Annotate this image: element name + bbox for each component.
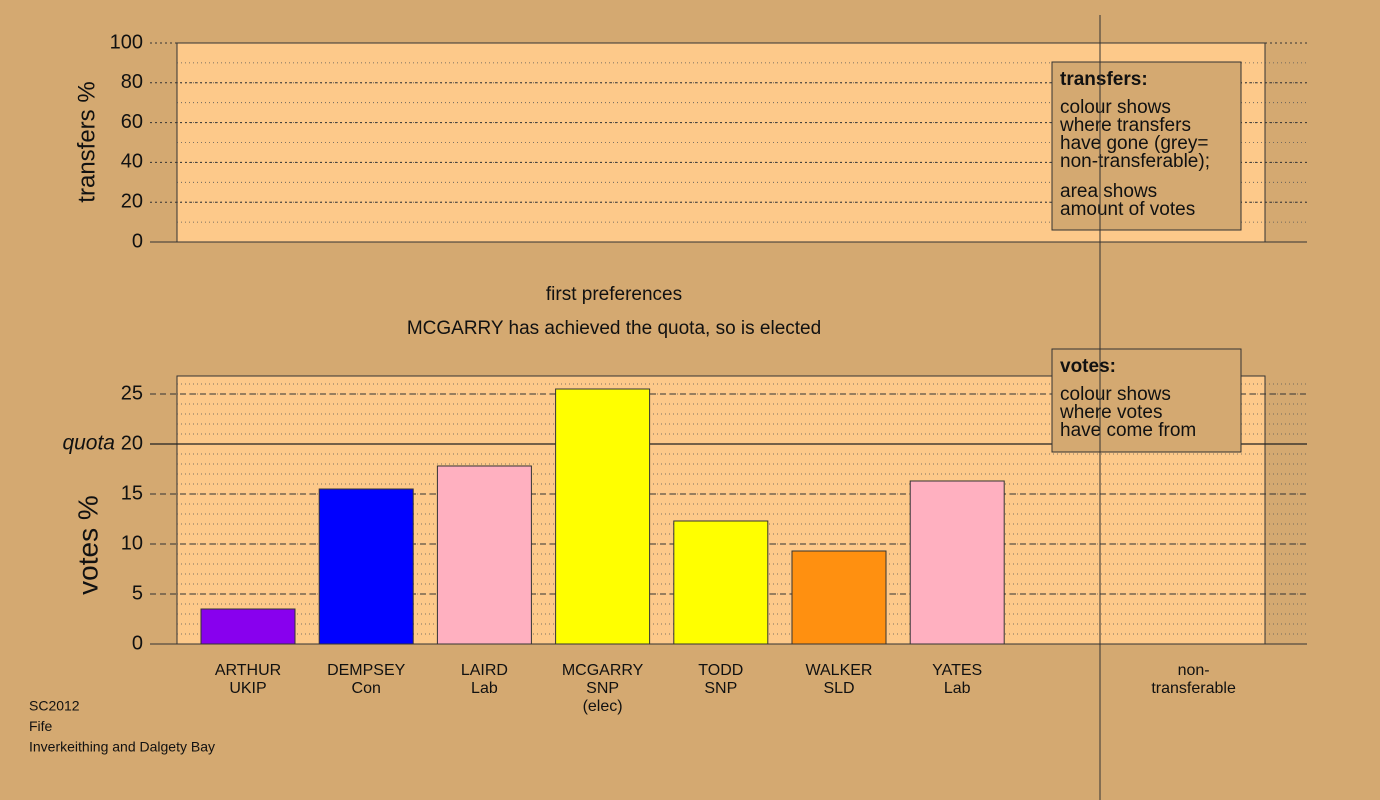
x-tick-label: SLD [823, 680, 854, 697]
legend-text: have gone (grey= [1060, 133, 1208, 154]
y-tick-label: 20 [121, 190, 143, 212]
x-tick-label: MCGARRY [562, 662, 644, 679]
legend-text: colour shows [1060, 384, 1171, 405]
y-tick-label: 15 [121, 482, 143, 504]
legend-text: where transfers [1059, 115, 1191, 136]
quota-label: quota [62, 432, 115, 455]
chart-title: first preferences [546, 284, 682, 305]
y-tick-label: 100 [110, 31, 143, 53]
footer-text: Fife [29, 718, 53, 734]
legend-title: transfers: [1060, 69, 1148, 90]
x-tick-label: DEMPSEY [327, 662, 406, 679]
x-tick-label: Lab [471, 680, 498, 697]
bar [791, 550, 887, 645]
chart-subtitle: MCGARRY has achieved the quota, so is el… [407, 318, 821, 339]
y-tick-label: 10 [121, 532, 143, 554]
x-tick-label: TODD [698, 662, 743, 679]
x-tick-label: ARTHUR [215, 662, 281, 679]
y-tick-label: 60 [121, 111, 143, 133]
legend-box [1051, 348, 1242, 453]
legend-text: where votes [1059, 402, 1162, 423]
bar [555, 388, 651, 645]
y-tick-label: 0 [132, 230, 143, 252]
y-tick-label: 5 [132, 582, 143, 604]
x-tick-label: WALKER [806, 662, 873, 679]
footer-text: SC2012 [29, 698, 80, 714]
x-tick-label: UKIP [229, 680, 266, 697]
bar [673, 520, 769, 645]
legend-box [1051, 61, 1242, 231]
bar [200, 608, 296, 645]
x-tick-label: Lab [944, 680, 971, 697]
x-tick-label: SNP [586, 680, 619, 697]
x-tick-label: transferable [1151, 680, 1236, 697]
y-tick-label: 25 [121, 382, 143, 404]
y-tick-label: 20 [121, 432, 143, 454]
footer-text: Inverkeithing and Dalgety Bay [29, 739, 215, 755]
bar [318, 488, 414, 645]
x-tick-label: YATES [932, 662, 982, 679]
y-axis-label: votes % [72, 495, 103, 595]
legend-text: non-transferable); [1060, 151, 1210, 172]
bar [436, 465, 532, 645]
legend-text: colour shows [1060, 97, 1171, 118]
y-axis-label: transfers % [73, 81, 100, 202]
legend-title: votes: [1060, 356, 1116, 377]
legend-text: area shows [1060, 181, 1157, 202]
x-tick-label: non- [1178, 662, 1210, 679]
y-tick-label: 80 [121, 71, 143, 93]
x-tick-label: LAIRD [461, 662, 508, 679]
y-tick-label: 0 [132, 632, 143, 654]
legend-text: amount of votes [1060, 199, 1195, 220]
legend-text: have come from [1060, 420, 1196, 441]
x-tick-label: Con [352, 680, 381, 697]
x-tick-label: (elec) [583, 698, 623, 715]
x-tick-label: SNP [704, 680, 737, 697]
bar [909, 480, 1005, 645]
y-tick-label: 40 [121, 151, 143, 173]
